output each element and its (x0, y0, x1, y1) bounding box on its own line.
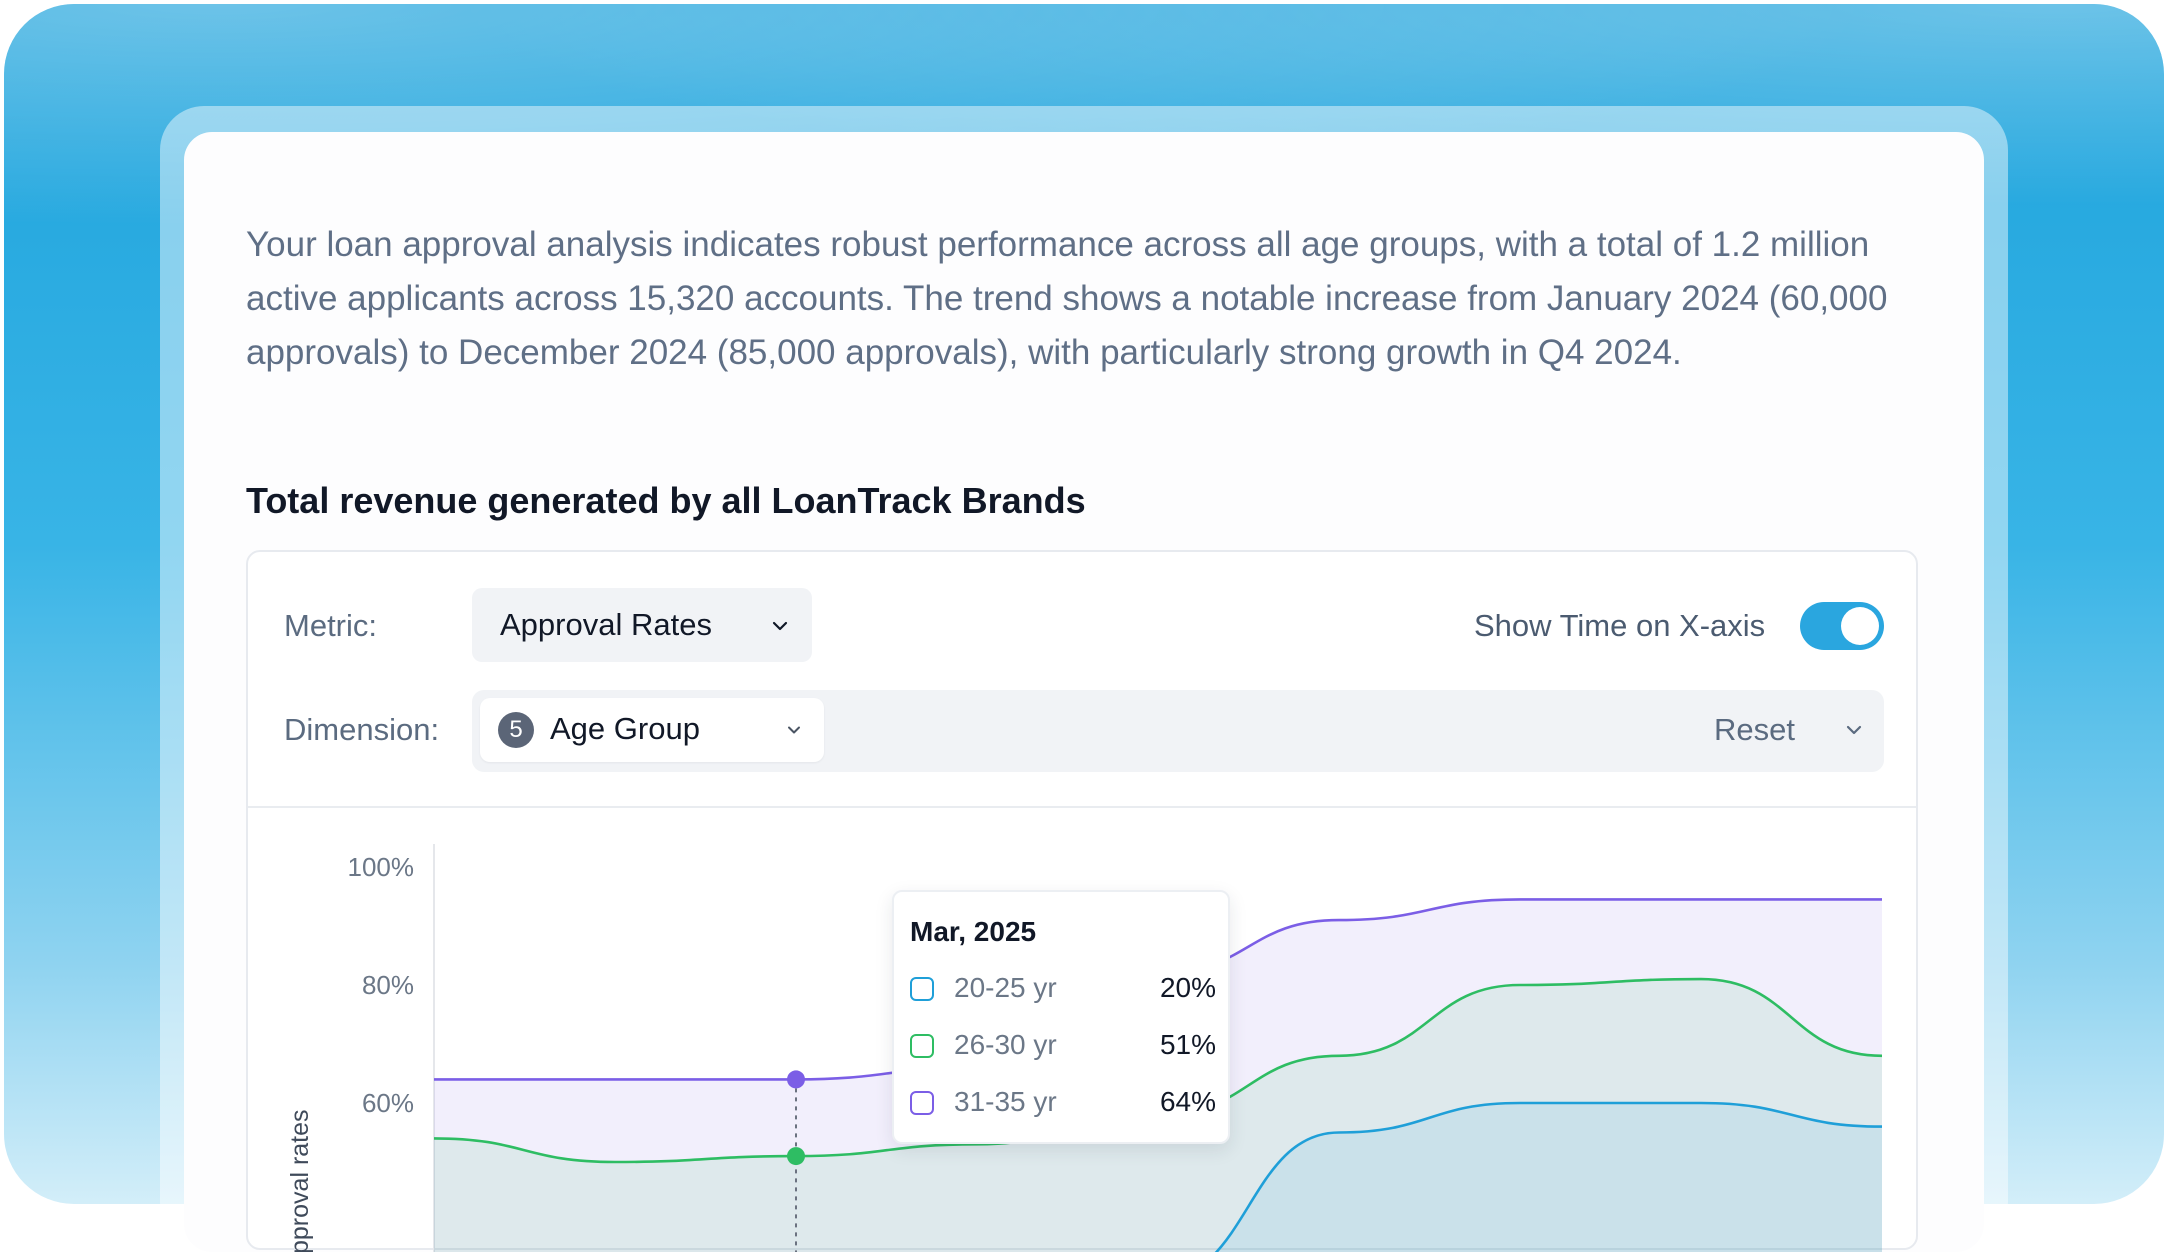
tooltip-series-value: 20% (1159, 972, 1216, 1003)
series-swatch-icon (910, 1091, 934, 1115)
show-time-toggle-label: Show Time on X-axis (1474, 608, 1766, 643)
reset-chevron-down-icon[interactable] (1844, 720, 1864, 740)
dimension-select-value: Age Group (550, 711, 700, 746)
chart-tooltip: Mar, 2025 20-25 yr 20% 26-30 yr 51% 31-3… (892, 890, 1230, 1144)
metric-select-value: Approval Rates (500, 607, 712, 642)
tooltip-series-value: 51% (1159, 1029, 1216, 1060)
y-axis-title: pproval rates (286, 1109, 314, 1252)
y-tick-label: 100% (348, 852, 415, 882)
dimension-label: Dimension: (284, 712, 440, 747)
dimension-bar: 5 Age Group Reset (472, 690, 1884, 772)
tooltip-row: 26-30 yr 51% (910, 1025, 1216, 1065)
series-line-20-25-yr (1214, 1101, 1883, 1252)
tooltip-series-name: 31-35 yr (954, 1086, 1057, 1117)
tooltip-title: Mar, 2025 (910, 916, 1037, 947)
chart-panel: Metric: Approval Rates Show Time on X-ax… (246, 550, 1920, 1252)
tooltip-series-name: 20-25 yr (954, 972, 1057, 1003)
analysis-summary: Your loan approval analysis indicates ro… (246, 225, 1888, 372)
reset-button[interactable]: Reset (1714, 712, 1795, 747)
hover-point-31-35 (787, 1070, 805, 1089)
tooltip-row: 31-35 yr 64% (910, 1082, 1216, 1122)
toggle-knob (1841, 607, 1879, 645)
metric-label: Metric: (284, 608, 377, 643)
tooltip-row: 20-25 yr 20% (910, 968, 1216, 1008)
series-swatch-icon (910, 977, 934, 1001)
chart-area: 100% 80% 60% pproval rates Mar, 2025 20-25 … (248, 808, 1920, 1252)
show-time-toggle[interactable] (1800, 602, 1884, 650)
dimension-count-badge: 5 (498, 712, 534, 748)
chevron-down-icon (770, 616, 790, 636)
dimension-select[interactable]: 5 Age Group (480, 698, 824, 762)
tooltip-series-name: 26-30 yr (954, 1029, 1057, 1060)
series-swatch-icon (910, 1034, 934, 1058)
tooltip-series-value: 64% (1159, 1086, 1216, 1117)
section-title: Total revenue generated by all LoanTrack… (246, 480, 1086, 521)
hover-point-26-30 (787, 1147, 805, 1166)
chevron-down-icon (784, 720, 804, 740)
metric-select[interactable]: Approval Rates (472, 588, 812, 662)
panel-divider (248, 806, 1916, 808)
y-tick-label: 60% (362, 1088, 414, 1118)
y-tick-label: 80% (362, 970, 414, 1000)
